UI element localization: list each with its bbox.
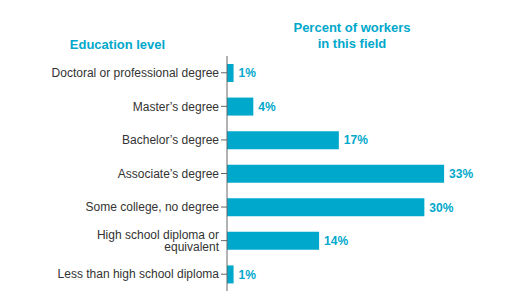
svg-text:14%: 14% xyxy=(324,234,348,248)
svg-text:33%: 33% xyxy=(449,167,473,181)
svg-text:17%: 17% xyxy=(344,133,368,147)
svg-text:30%: 30% xyxy=(429,201,453,215)
svg-text:1%: 1% xyxy=(239,66,257,80)
html-text:Education level: Education level xyxy=(69,37,166,52)
svg-text:Less than high school diploma: Less than high school diploma xyxy=(58,267,220,281)
svg-text:4%: 4% xyxy=(258,100,276,114)
svg-text:Bachelor’s degree: Bachelor’s degree xyxy=(122,133,219,147)
svg-text:High school diploma orequivale: High school diploma orequivalent xyxy=(97,228,220,254)
svg-text:1%: 1% xyxy=(239,268,257,282)
svg-text:Doctoral or professional degre: Doctoral or professional degree xyxy=(52,66,220,80)
svg-text:Some college, no degree: Some college, no degree xyxy=(86,200,220,214)
html-text:Percent of workers in this fie: Percent of workers in this field xyxy=(293,20,411,51)
svg-text:Associate’s degree: Associate’s degree xyxy=(118,167,220,181)
svg-text:Master’s degree: Master’s degree xyxy=(133,100,220,114)
